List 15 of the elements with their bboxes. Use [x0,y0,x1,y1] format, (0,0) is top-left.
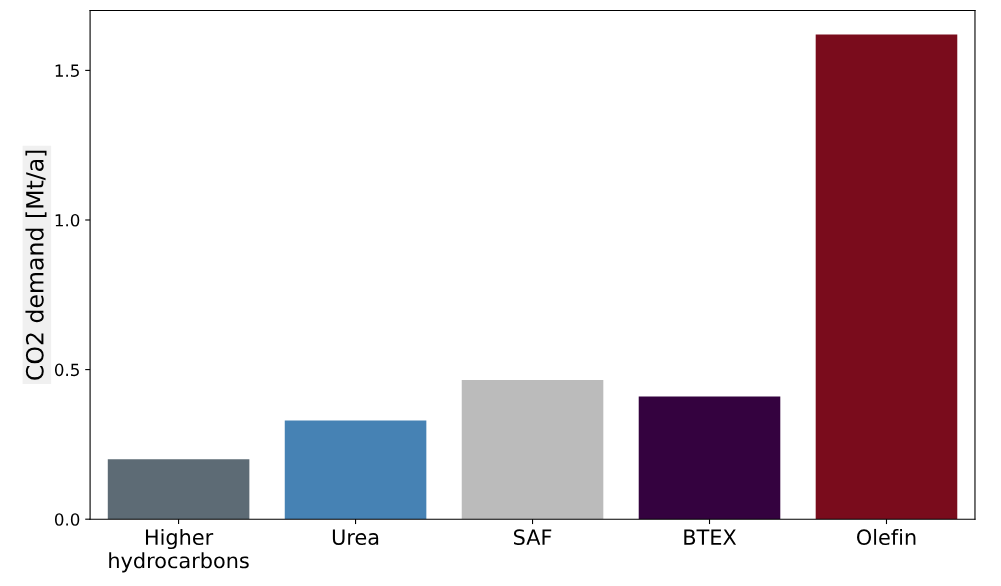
x-tick-label: SAF [513,529,552,546]
bar [638,396,781,520]
y-axis-title: CO2 demand [Mt/a] [25,150,47,380]
y-tick-label: 1.5 [55,64,79,77]
x-tick-label: Urea [332,529,379,546]
x-tick-label: Higher hydrocarbons [109,528,249,573]
x-tick-label: Olefin [856,528,916,546]
bar [107,459,250,520]
bar [284,420,427,520]
x-tick-label: BTEX [684,529,737,545]
y-tick-label: 0.5 [54,363,79,377]
bar [461,380,604,520]
y-tick-label: 1.0 [55,213,80,227]
y-tick-label: 0.0 [54,513,80,526]
bar [815,34,958,520]
